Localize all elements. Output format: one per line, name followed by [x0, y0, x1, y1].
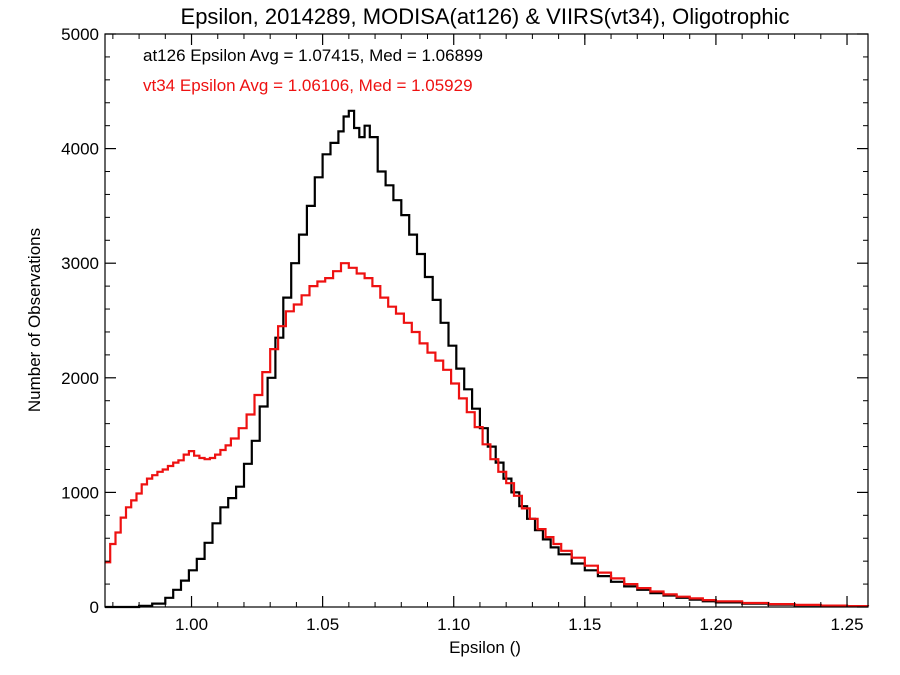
series-line-1: [105, 262, 870, 608]
annotation-1: vt34 Epsilon Avg = 1.06106, Med = 1.0592…: [143, 76, 473, 95]
y-tick-label-1: 1000: [61, 483, 99, 502]
x-tick-label-3: 1.15: [568, 615, 601, 634]
chart-title: Epsilon, 2014289, MODISA(at126) & VIIRS(…: [181, 4, 790, 29]
y-tick-label-4: 4000: [61, 140, 99, 159]
series-line-0: [105, 109, 868, 609]
x-tick-label-2: 1.10: [437, 615, 470, 634]
x-axis-label: Epsilon (): [449, 638, 521, 657]
y-tick-label-0: 0: [90, 598, 99, 617]
plot-frame: [104, 33, 869, 608]
plot-area: 1.00 1.05 1.10 1.15 1.20 1.25 0 1000 2000 3000 400…: [61, 25, 870, 634]
y-tick-label-3: 3000: [61, 254, 99, 273]
x-tick-label-5: 1.25: [830, 615, 863, 634]
annotation-0: at126 Epsilon Avg = 1.07415, Med = 1.068…: [143, 46, 483, 65]
y-tick-label-2: 2000: [61, 369, 99, 388]
x-tick-label-4: 1.20: [699, 615, 732, 634]
x-tick-label-1: 1.05: [306, 615, 339, 634]
y-axis-label: Number of Observations: [25, 228, 44, 412]
x-tick-label-0: 1.00: [175, 615, 208, 634]
y-tick-label-5: 5000: [61, 25, 99, 44]
